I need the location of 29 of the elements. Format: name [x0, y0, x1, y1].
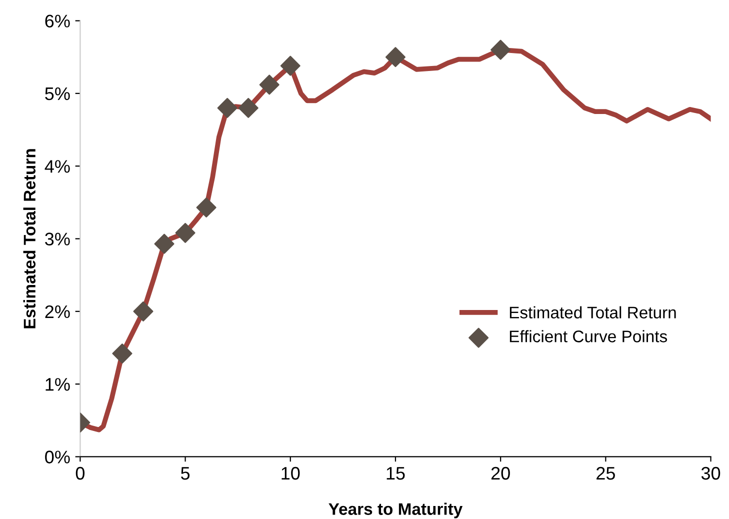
y-tick-label: 2%	[45, 305, 70, 318]
point	[385, 47, 406, 68]
point	[238, 98, 258, 118]
point	[217, 98, 238, 118]
legend-label: Estimated Total Return	[510, 306, 676, 318]
x-tick-label: 0	[76, 466, 85, 480]
point	[196, 197, 216, 218]
x-tick-label: 10	[282, 466, 300, 480]
point	[280, 56, 300, 76]
y-tick-label: 4%	[44, 160, 70, 173]
x-tick-label: 30	[701, 466, 720, 480]
x-tick-label: 15	[386, 467, 405, 480]
y-axis-title: Estimated Total Return	[23, 149, 36, 328]
point	[259, 74, 280, 95]
x-axis-title: Years to Maturity	[328, 502, 463, 518]
y-tick-label: 0%	[45, 450, 70, 464]
y-tick-label: 5%	[45, 87, 70, 100]
x-tick-label: 20	[491, 466, 510, 480]
point	[154, 234, 174, 254]
x-tick-label: 25	[596, 466, 615, 480]
point	[133, 301, 154, 322]
point	[490, 40, 511, 60]
legend-label: Efficient Curve Points	[510, 330, 668, 342]
x-tick-label: 5	[180, 467, 190, 480]
y-tick-label: 6%	[45, 14, 70, 28]
point	[112, 344, 132, 364]
point	[175, 222, 196, 243]
y-tick-label: 1%	[46, 378, 70, 391]
y-tick-label: 3%	[45, 232, 70, 246]
